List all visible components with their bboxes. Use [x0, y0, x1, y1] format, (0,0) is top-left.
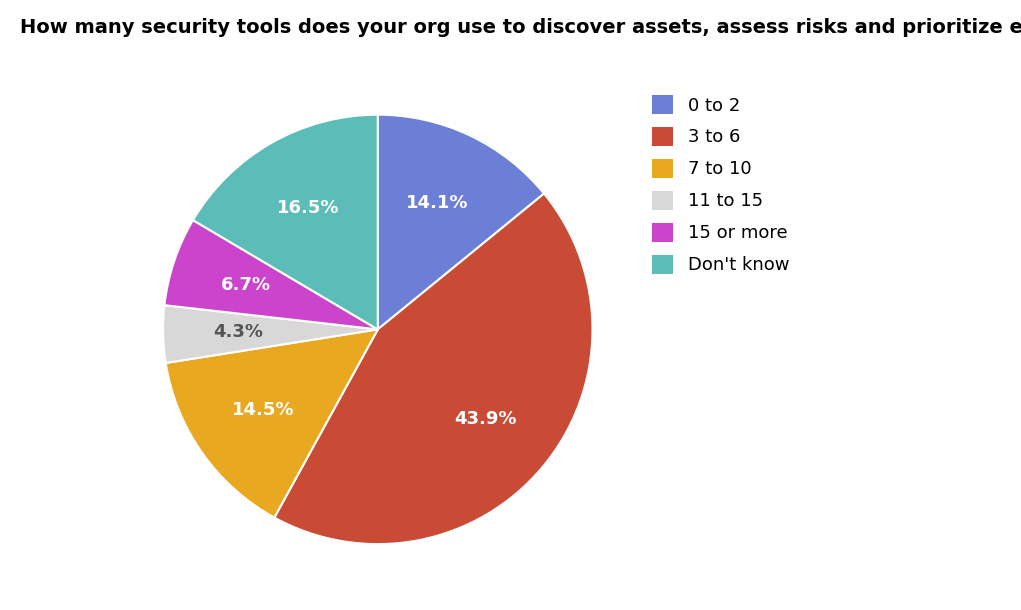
Wedge shape [164, 220, 378, 329]
Wedge shape [378, 115, 544, 329]
Text: 4.3%: 4.3% [213, 323, 263, 342]
Text: 16.5%: 16.5% [278, 199, 340, 217]
Wedge shape [275, 193, 592, 544]
Wedge shape [163, 305, 378, 363]
Wedge shape [193, 115, 378, 329]
Legend: 0 to 2, 3 to 6, 7 to 10, 11 to 15, 15 or more, Don't know: 0 to 2, 3 to 6, 7 to 10, 11 to 15, 15 or… [642, 86, 798, 284]
Text: 43.9%: 43.9% [453, 410, 517, 428]
Text: 14.1%: 14.1% [406, 195, 469, 212]
Text: 14.5%: 14.5% [233, 401, 295, 418]
Text: How many security tools does your org use to discover assets, assess risks and p: How many security tools does your org us… [20, 18, 1021, 37]
Wedge shape [165, 329, 378, 517]
Text: 6.7%: 6.7% [221, 276, 271, 294]
